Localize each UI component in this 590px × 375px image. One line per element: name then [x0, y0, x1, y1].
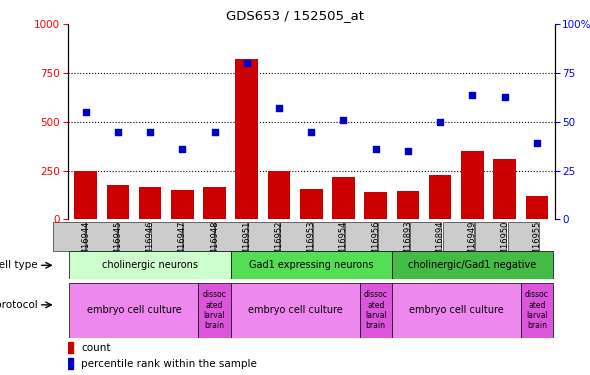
Point: [274, 105, 284, 111]
Point: [468, 92, 477, 98]
Point: [403, 148, 412, 154]
Point: [435, 119, 445, 125]
Bar: [396, 191, 419, 219]
Bar: [231, 283, 359, 338]
Point: [500, 93, 509, 99]
Text: dissoc
ated
larval
brain: dissoc ated larval brain: [525, 290, 549, 330]
Bar: [392, 251, 553, 279]
Point: [178, 146, 187, 152]
Text: GDS653 / 152505_at: GDS653 / 152505_at: [226, 9, 364, 22]
Text: cholinergic neurons: cholinergic neurons: [102, 260, 198, 270]
Point: [81, 109, 90, 115]
Point: [532, 140, 542, 146]
Bar: [139, 187, 161, 219]
Text: dissoc
ated
larval
brain: dissoc ated larval brain: [364, 290, 388, 330]
Bar: [332, 177, 355, 219]
Bar: [429, 174, 451, 219]
Bar: [68, 342, 73, 353]
Point: [371, 146, 381, 152]
Bar: [68, 357, 73, 369]
Point: [307, 129, 316, 135]
Bar: [268, 171, 290, 219]
Text: embryo cell culture: embryo cell culture: [87, 305, 181, 315]
Bar: [365, 192, 387, 219]
Bar: [107, 185, 129, 219]
Text: cholinergic/Gad1 negative: cholinergic/Gad1 negative: [408, 260, 536, 270]
Text: count: count: [81, 343, 110, 353]
Bar: [235, 58, 258, 219]
Text: cell type: cell type: [0, 260, 37, 270]
Bar: [521, 283, 553, 338]
Point: [210, 129, 219, 135]
Bar: [74, 171, 97, 219]
Point: [242, 60, 251, 66]
Point: [145, 129, 155, 135]
Point: [113, 129, 123, 135]
Bar: [359, 283, 392, 338]
Text: percentile rank within the sample: percentile rank within the sample: [81, 359, 257, 369]
Bar: [392, 283, 521, 338]
Bar: [203, 187, 226, 219]
Bar: [526, 196, 548, 219]
Bar: [493, 159, 516, 219]
Text: protocol: protocol: [0, 300, 37, 310]
Text: dissoc
ated
larval
brain: dissoc ated larval brain: [202, 290, 227, 330]
Point: [339, 117, 348, 123]
Bar: [171, 190, 194, 219]
Text: embryo cell culture: embryo cell culture: [248, 305, 342, 315]
Text: embryo cell culture: embryo cell culture: [409, 305, 504, 315]
Bar: [231, 251, 392, 279]
Bar: [300, 189, 323, 219]
Bar: [70, 251, 231, 279]
Bar: [198, 283, 231, 338]
Bar: [461, 151, 484, 219]
Bar: [70, 283, 198, 338]
Text: Gad1 expressing neurons: Gad1 expressing neurons: [249, 260, 373, 270]
